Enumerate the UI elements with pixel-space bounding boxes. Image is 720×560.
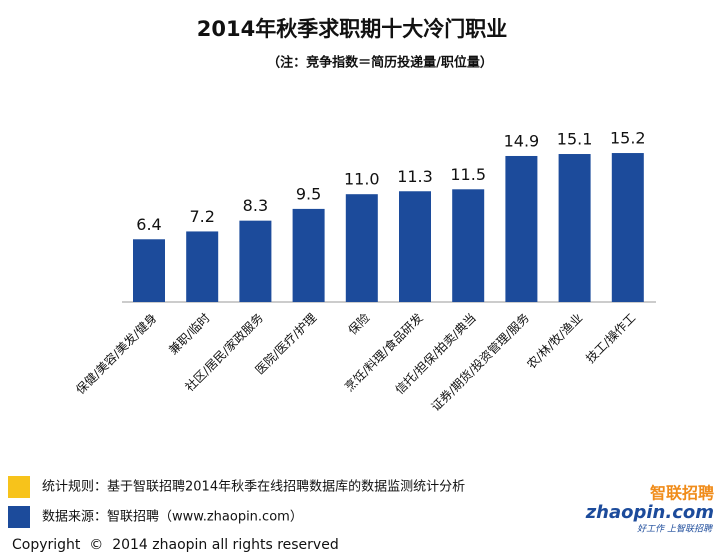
bar (452, 189, 485, 302)
value-label: 11.0 (344, 170, 380, 189)
note-text: 统计规则：基于智联招聘2014年秋季在线招聘数据库的数据监测统计分析 (42, 479, 465, 495)
value-label: 15.1 (557, 130, 593, 149)
value-label: 9.5 (296, 184, 321, 203)
value-label: 8.3 (243, 196, 268, 215)
value-label: 11.3 (397, 167, 433, 186)
chart-subtitle: （注：竞争指数＝简历投递量/职位量） (267, 55, 493, 71)
value-label: 7.2 (189, 207, 214, 226)
value-label: 15.2 (610, 129, 646, 148)
bar (239, 220, 272, 302)
x-tick-label: 保健/美容/美发/健身 (73, 310, 160, 397)
notes: 统计规则：基于智联招聘2014年秋季在线招聘数据库的数据监测统计分析数据来源：智… (8, 476, 465, 528)
copyright: Copyright © 2014 zhaopin all rights rese… (12, 537, 339, 553)
x-tick-label: 技工/操作工 (583, 310, 639, 366)
x-tick-label: 保险 (345, 310, 373, 338)
logo-slogan: 好工作 上智联招聘 (637, 524, 713, 535)
bar (558, 154, 591, 302)
note-text: 数据来源：智联招聘（www.zhaopin.com） (42, 510, 303, 525)
x-tick-label: 兼职/临时 (166, 311, 213, 358)
logo-brand: 智联招聘 (650, 484, 714, 503)
logo: 智联招聘 zhaopin.com 好工作 上智联招聘 (585, 484, 714, 535)
legend-swatch (8, 506, 30, 528)
chart-title: 2014年秋季求职期十大冷门职业 (197, 17, 507, 41)
bar (133, 239, 165, 302)
bar (292, 208, 325, 302)
bar (611, 153, 644, 302)
legend-swatch (8, 476, 30, 498)
bar (345, 194, 378, 302)
x-tick-label: 证券/期货/投资管理/服务 (428, 310, 532, 414)
value-label: 11.5 (450, 165, 486, 184)
bar (505, 155, 538, 302)
value-label: 14.9 (504, 131, 540, 150)
value-label: 6.4 (136, 215, 161, 234)
x-tick-label: 农/林/牧/渔业 (524, 311, 585, 372)
logo-site: zhaopin.com (585, 502, 714, 523)
bar (399, 191, 431, 302)
bar (186, 231, 219, 302)
